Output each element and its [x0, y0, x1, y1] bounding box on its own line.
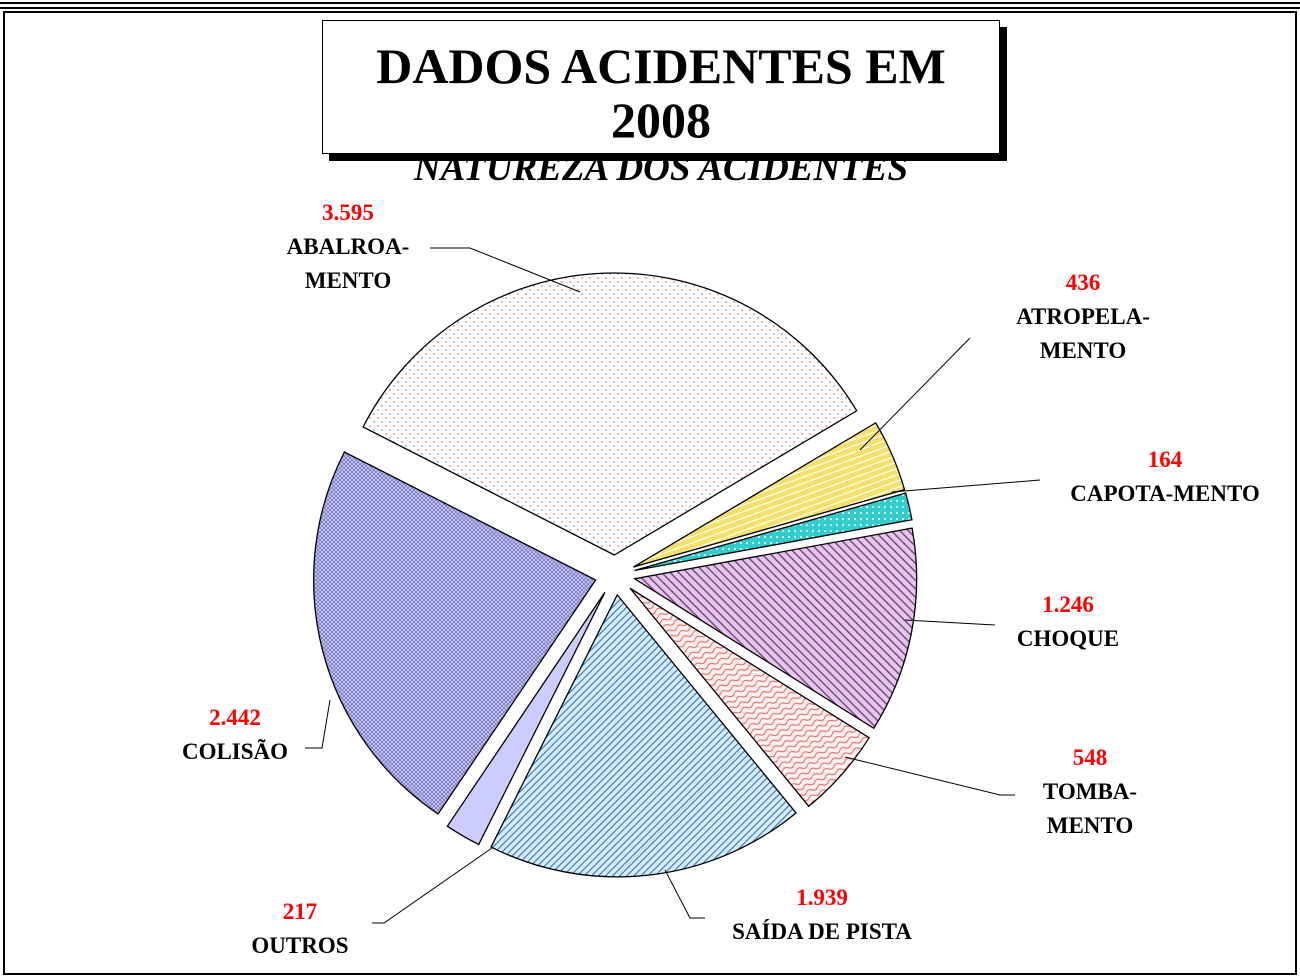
slice-label: 436 ATROPELA-MENTO	[988, 266, 1178, 368]
title-box: DADOS ACIDENTES EM 2008 NATUREZA DOS ACI…	[322, 20, 1000, 189]
slice-label: 2.442 COLISÃO	[150, 701, 320, 769]
pie-slice	[362, 272, 858, 556]
value-label: 436	[1065, 270, 1101, 295]
frame	[3, 11, 1297, 975]
value-label: 164	[1147, 447, 1183, 472]
value-label: 3.595	[322, 200, 374, 225]
value-label: 1.246	[1042, 592, 1094, 617]
pie-slice	[633, 421, 906, 568]
pie-slice	[629, 587, 871, 808]
value-label: 2.442	[209, 705, 261, 730]
category-label: OUTROS	[251, 933, 349, 958]
leader-line	[904, 619, 996, 626]
chart-title: DADOS ACIDENTES EM 2008	[376, 38, 946, 148]
leader-line	[891, 479, 1041, 493]
leader-line	[430, 247, 581, 293]
leader-line	[664, 869, 705, 919]
leader-line	[859, 337, 971, 451]
category-label: TOMBA-MENTO	[1042, 779, 1138, 838]
value-label: 217	[282, 899, 318, 924]
slice-label: 3.595 ABALROA-MENTO	[263, 196, 433, 298]
pie-slice	[490, 593, 797, 878]
category-label: CHOQUE	[1016, 626, 1120, 651]
leader-line	[305, 699, 331, 749]
leader-line	[372, 847, 493, 924]
value-label: 1.939	[796, 885, 848, 910]
category-label: ABALROA-MENTO	[286, 234, 410, 293]
slice-label: 1.246 CHOQUE	[983, 588, 1153, 656]
pie-slice	[632, 527, 918, 730]
slice-label: 164 CAPOTA-MENTO	[1035, 443, 1295, 511]
category-label: SAÍDA DE PISTA	[732, 919, 912, 944]
slice-label: 548 TOMBA-MENTO	[1005, 741, 1175, 843]
category-label: COLISÃO	[181, 739, 289, 764]
pie-slice	[446, 591, 606, 846]
chart-subtitle: NATUREZA DOS ACIDENTES	[413, 148, 909, 189]
slice-label: 1.939 SAÍDA DE PISTA	[692, 881, 952, 949]
pie-slice	[634, 492, 913, 572]
category-label: ATROPELA-MENTO	[1016, 304, 1150, 363]
slice-label: 217 OUTROS	[215, 895, 385, 963]
leader-line	[844, 756, 1015, 796]
pie-slice	[313, 451, 597, 815]
category-label: CAPOTA-MENTO	[1070, 481, 1260, 506]
value-label: 548	[1072, 745, 1108, 770]
